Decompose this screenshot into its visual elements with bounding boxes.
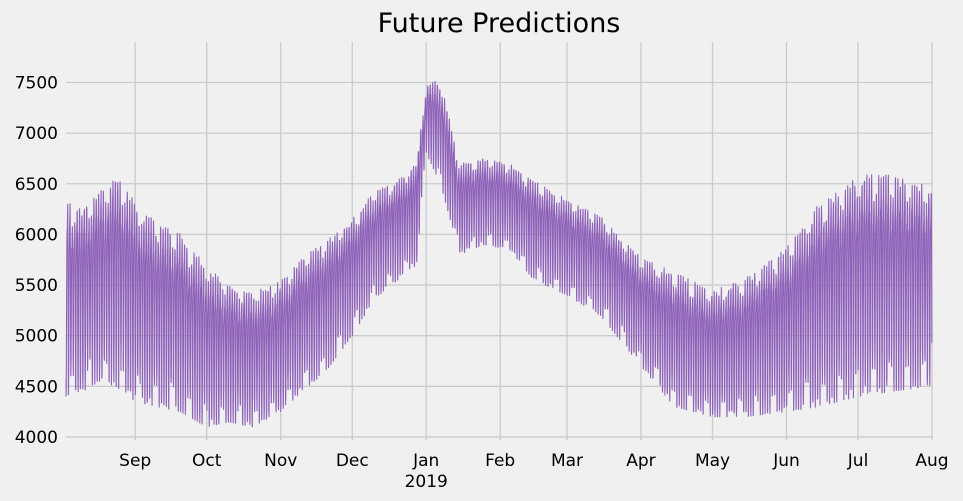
y-tick-label: 7000 bbox=[15, 124, 58, 144]
x-tick-label: Oct bbox=[192, 451, 222, 471]
x-tick-label: May bbox=[695, 451, 730, 471]
prediction-series bbox=[65, 80, 933, 428]
x-tick-label: Sep bbox=[119, 451, 151, 471]
x-tick-label: Feb bbox=[485, 451, 515, 471]
y-tick-label: 4000 bbox=[15, 428, 58, 448]
chart-title: Future Predictions bbox=[378, 8, 621, 39]
x-tick-label: Apr bbox=[626, 451, 655, 471]
y-tick-label: 5500 bbox=[15, 276, 58, 296]
x-axis-ticks: Sep Oct Nov Dec Jan Feb Mar Apr May Jun Jul Aug 2019 bbox=[119, 451, 948, 492]
x-tick-label: Mar bbox=[551, 451, 583, 471]
x-tick-label: Jan bbox=[412, 451, 439, 471]
x-tick-label: Dec bbox=[336, 451, 369, 471]
x-tick-label: Jul bbox=[847, 451, 869, 471]
prediction-line bbox=[65, 80, 933, 428]
x-tick-label: Nov bbox=[264, 451, 297, 471]
y-tick-label: 6500 bbox=[15, 175, 58, 195]
x-tick-label: Aug bbox=[915, 451, 948, 471]
y-axis-ticks: 4000 4500 5000 5500 6000 6500 7000 7500 bbox=[15, 74, 58, 448]
x-tick-label: Jun bbox=[772, 451, 800, 471]
y-tick-label: 5000 bbox=[15, 327, 58, 347]
y-tick-label: 6000 bbox=[15, 225, 58, 245]
x-year-label: 2019 bbox=[405, 472, 448, 492]
y-tick-label: 4500 bbox=[15, 377, 58, 397]
y-tick-label: 7500 bbox=[15, 74, 58, 94]
